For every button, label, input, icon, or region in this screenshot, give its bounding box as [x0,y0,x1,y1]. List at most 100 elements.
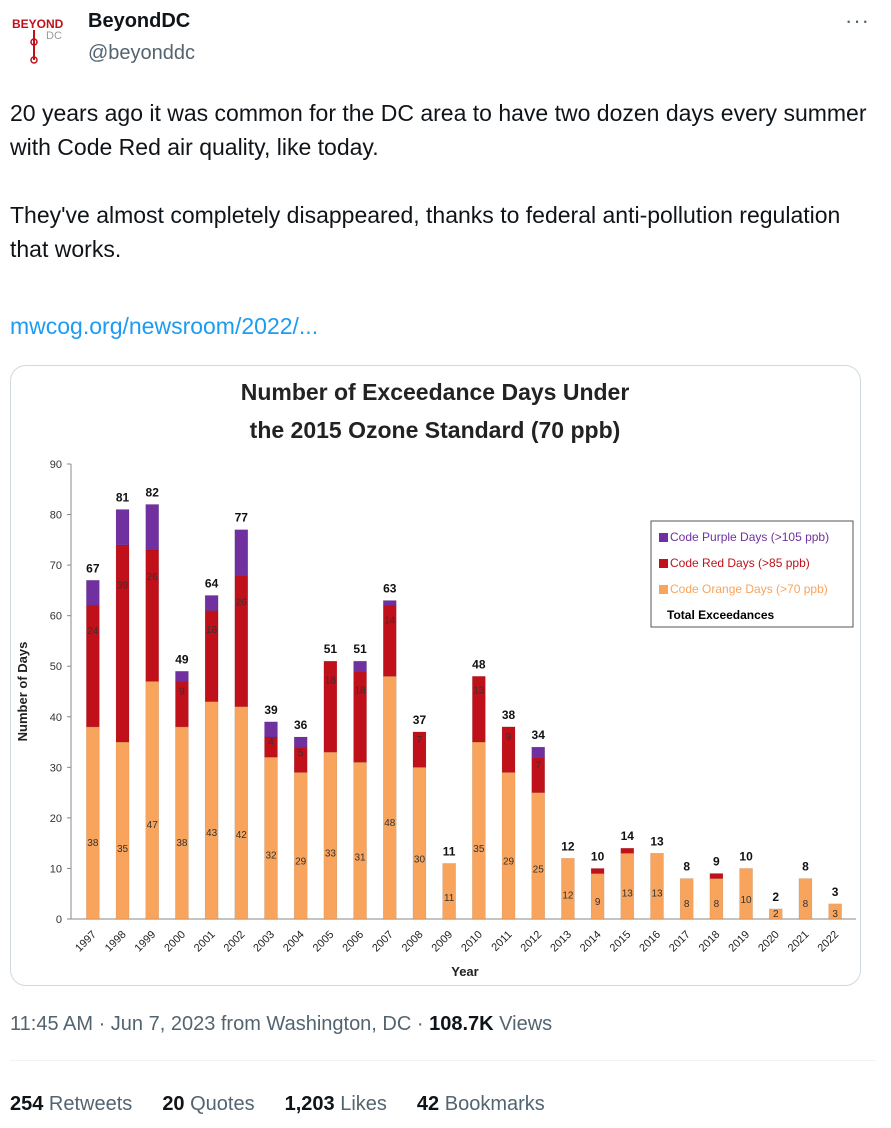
x-tick-label: 2001 [192,929,218,955]
svg-text:BEYOND: BEYOND [12,17,64,31]
bar-orange-2013 [561,858,575,920]
bar-orange-2001 [204,701,219,920]
bar-value-label: 11 [444,893,455,904]
bar-orange-2007 [383,676,397,920]
x-tick-label: 2020 [756,929,782,955]
x-tick-label: 2008 [400,929,426,955]
x-tick-label: 2005 [311,929,337,955]
x-tick-label: 2015 [608,929,634,955]
bar-orange-2019 [739,868,753,920]
bar-orange-2003 [264,756,278,920]
total-label-2018: 9 [713,855,720,869]
bar-value-label: 38 [176,838,188,849]
x-tick-label: 2007 [370,929,396,955]
bar-orange-2012 [531,792,545,920]
bar-purple-1997 [86,580,100,606]
total-label-1999: 82 [146,485,160,499]
bar-value-label: 48 [384,818,396,829]
bar-purple-2006 [353,660,367,672]
bar-orange-2002 [234,706,249,920]
timestamp-location[interactable]: 11:45 AM · Jun 7, 2023 from Washington, … [10,1013,430,1035]
beyonddc-logo[interactable]: BEYOND DC [12,12,68,68]
divider [10,1060,876,1061]
bar-orange-2008 [412,767,427,920]
total-label-2000: 49 [175,652,189,666]
bar-red-2005 [323,660,338,753]
y-tick-label: 50 [50,661,62,673]
y-tick-label: 30 [50,762,62,774]
total-label-2008: 37 [413,713,427,727]
bar-value-label: 10 [741,895,753,906]
x-tick-label: 2014 [578,929,604,955]
user-name[interactable]: BeyondDC [88,10,191,32]
bar-value-label: 3 [832,909,838,920]
bar-value-label: 25 [533,864,545,875]
bar-red-2014 [590,868,605,874]
bar-value-label: 7 [417,735,423,746]
stat-count: 20 [162,1093,185,1115]
total-label-2004: 36 [294,718,308,732]
stat-label: Likes [334,1093,387,1115]
total-label-2022: 3 [832,885,839,899]
legend-entry: Code Orange Days (>70 ppb) [670,582,828,596]
bar-orange-2005 [323,751,338,920]
legend-box [650,520,854,628]
bar-purple-2003 [264,721,278,738]
total-label-2020: 2 [772,890,779,904]
y-tick-label: 80 [50,510,62,522]
bar-orange-1997 [86,726,100,920]
bar-value-label: 13 [651,889,663,900]
total-label-2015: 14 [621,829,635,843]
legend-entry: Code Red Days (>85 ppb) [670,556,810,570]
bar-value-label: 35 [117,844,129,855]
stat-label: Bookmarks [439,1093,545,1115]
total-label-2009: 11 [443,844,456,858]
x-tick-label: 2010 [459,929,485,955]
legend-entry: Total Exceedances [667,608,774,622]
bar-purple-1999 [145,504,159,551]
bar-value-label: 26 [147,572,159,583]
bar-purple-2000 [175,671,189,682]
bar-value-label: 18 [325,675,337,686]
total-label-2005: 51 [324,642,338,656]
total-label-2017: 8 [683,860,690,874]
stat-count: 254 [10,1093,44,1115]
total-label-2003: 39 [264,703,278,717]
x-tick-label: 2017 [667,929,693,955]
bar-purple-1998 [115,509,130,546]
bar-value-label: 18 [355,685,367,696]
bar-value-label: 31 [355,852,367,863]
stat-bookmarks[interactable]: 42 Bookmarks [417,1093,545,1116]
bar-purple-2004 [293,736,308,748]
y-tick-label: 90 [50,459,62,471]
tweet-image-chart[interactable]: Number of Exceedance Days Under the 2015 … [10,365,861,986]
bar-orange-2009 [442,863,456,920]
tweet-link[interactable]: mwcog.org/newsroom/2022/... [10,313,319,339]
bar-red-2008 [412,731,427,768]
bar-red-2015 [620,847,635,854]
more-options-icon[interactable]: ··· [845,8,870,33]
x-tick-label: 2019 [726,929,752,955]
bar-purple-2012 [531,746,545,758]
stat-likes[interactable]: 1,203 Likes [285,1093,387,1116]
bar-value-label: 26 [236,598,248,609]
bar-orange-2010 [472,741,486,920]
bar-orange-2016 [650,853,664,920]
total-label-2014: 10 [591,849,605,863]
tweet-text: 20 years ago it was common for the DC ar… [10,100,867,262]
bar-value-label: 47 [147,820,159,831]
x-tick-label: 2021 [786,929,812,955]
x-tick-label: 1999 [133,929,159,955]
bar-orange-2021 [798,878,813,920]
total-label-2010: 48 [472,657,486,671]
y-tick-label: 60 [50,611,62,623]
stat-retweets[interactable]: 254 Retweets [10,1093,132,1116]
total-label-2012: 34 [532,728,546,742]
stat-quotes[interactable]: 20 Quotes [162,1093,254,1116]
user-handle[interactable]: @beyonddc [88,42,196,64]
bar-orange-2011 [501,772,516,920]
bar-red-2002 [234,574,249,707]
bar-value-label: 39 [117,580,129,591]
bar-purple-2007 [383,600,397,606]
total-label-2019: 10 [739,849,753,863]
